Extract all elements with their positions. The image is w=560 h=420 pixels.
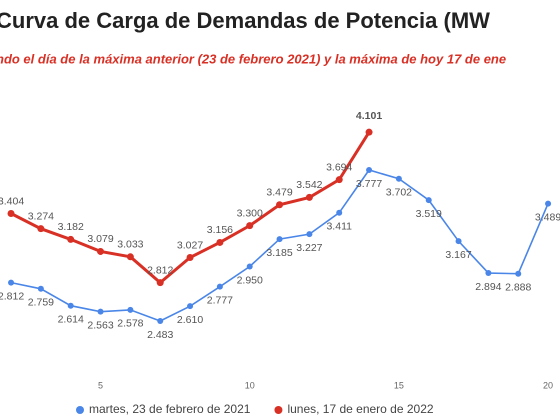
- data-point: [425, 197, 432, 204]
- data-point: [246, 263, 253, 270]
- data-point: [126, 253, 134, 261]
- value-label: 3.411: [326, 220, 352, 232]
- data-point: [276, 236, 283, 243]
- value-label: 2.759: [28, 297, 54, 309]
- data-point: [366, 166, 373, 173]
- value-label: 3.777: [356, 178, 382, 190]
- value-label: 3.300: [237, 207, 263, 219]
- value-label: 3.694: [326, 161, 352, 173]
- value-label: 3.033: [117, 239, 143, 251]
- data-point: [276, 201, 284, 209]
- data-point: [336, 209, 343, 216]
- data-point: [485, 270, 492, 277]
- value-label: 3.156: [207, 224, 233, 236]
- value-label: 2.812: [0, 290, 24, 302]
- legend-label: lunes, 17 de enero de 2022: [287, 402, 433, 416]
- data-point: [37, 225, 45, 233]
- value-label: 2.483: [147, 329, 173, 341]
- value-label: 3.519: [416, 208, 442, 220]
- x-tick-label: 5: [98, 380, 103, 390]
- value-label: 3.702: [386, 187, 412, 199]
- data-point: [305, 193, 313, 201]
- data-point: [395, 175, 402, 182]
- data-point: [7, 210, 15, 218]
- data-point: [97, 247, 105, 255]
- chart-title: Curva de Carga de Demandas de Potencia (…: [0, 8, 490, 33]
- data-point: [306, 231, 313, 238]
- data-point: [156, 279, 164, 287]
- value-label: 3.404: [0, 195, 24, 207]
- data-point: [455, 238, 462, 245]
- value-label: 3.079: [87, 233, 113, 245]
- x-tick-label: 20: [543, 380, 553, 390]
- data-point: [187, 303, 194, 310]
- value-label: 2.614: [58, 313, 84, 325]
- value-label: 3.167: [445, 249, 471, 261]
- data-point: [67, 235, 75, 243]
- x-tick-label: 10: [245, 380, 255, 390]
- data-point: [246, 222, 254, 230]
- value-label: 3.489: [535, 211, 560, 223]
- value-label: 2.812: [147, 264, 173, 276]
- data-point: [365, 128, 373, 136]
- value-label: 3.182: [58, 221, 84, 233]
- data-point: [335, 176, 343, 184]
- value-label: 2.777: [207, 294, 233, 306]
- legend-marker: [76, 406, 84, 414]
- value-label: 3.542: [296, 179, 322, 191]
- value-label: 3.027: [177, 239, 203, 251]
- value-label: 2.578: [117, 318, 143, 330]
- data-point: [8, 279, 15, 286]
- data-point: [37, 285, 44, 292]
- value-label: 2.563: [87, 319, 113, 331]
- value-label: 2.610: [177, 314, 203, 326]
- value-label: 2.950: [237, 274, 263, 286]
- data-point: [545, 200, 552, 207]
- data-point: [127, 306, 134, 313]
- legend-marker: [274, 406, 283, 414]
- legend-label: martes, 23 de febrero de 2021: [89, 402, 251, 416]
- value-label: 3.185: [266, 247, 292, 259]
- value-label: 3.274: [28, 210, 54, 222]
- value-label: 4.101: [356, 110, 382, 122]
- x-tick-label: 15: [394, 380, 404, 390]
- value-label: 2.888: [505, 282, 531, 294]
- data-point: [97, 308, 104, 315]
- data-point: [515, 270, 522, 277]
- data-point: [186, 254, 194, 262]
- chart-subtitle: ndo el día de la máxima anterior (23 de …: [0, 51, 506, 66]
- data-point: [67, 302, 74, 309]
- data-point: [216, 283, 223, 290]
- value-label: 2.894: [475, 281, 501, 293]
- data-point: [157, 317, 164, 324]
- data-point: [216, 238, 224, 246]
- value-label: 3.227: [296, 242, 322, 254]
- value-label: 3.479: [266, 187, 292, 199]
